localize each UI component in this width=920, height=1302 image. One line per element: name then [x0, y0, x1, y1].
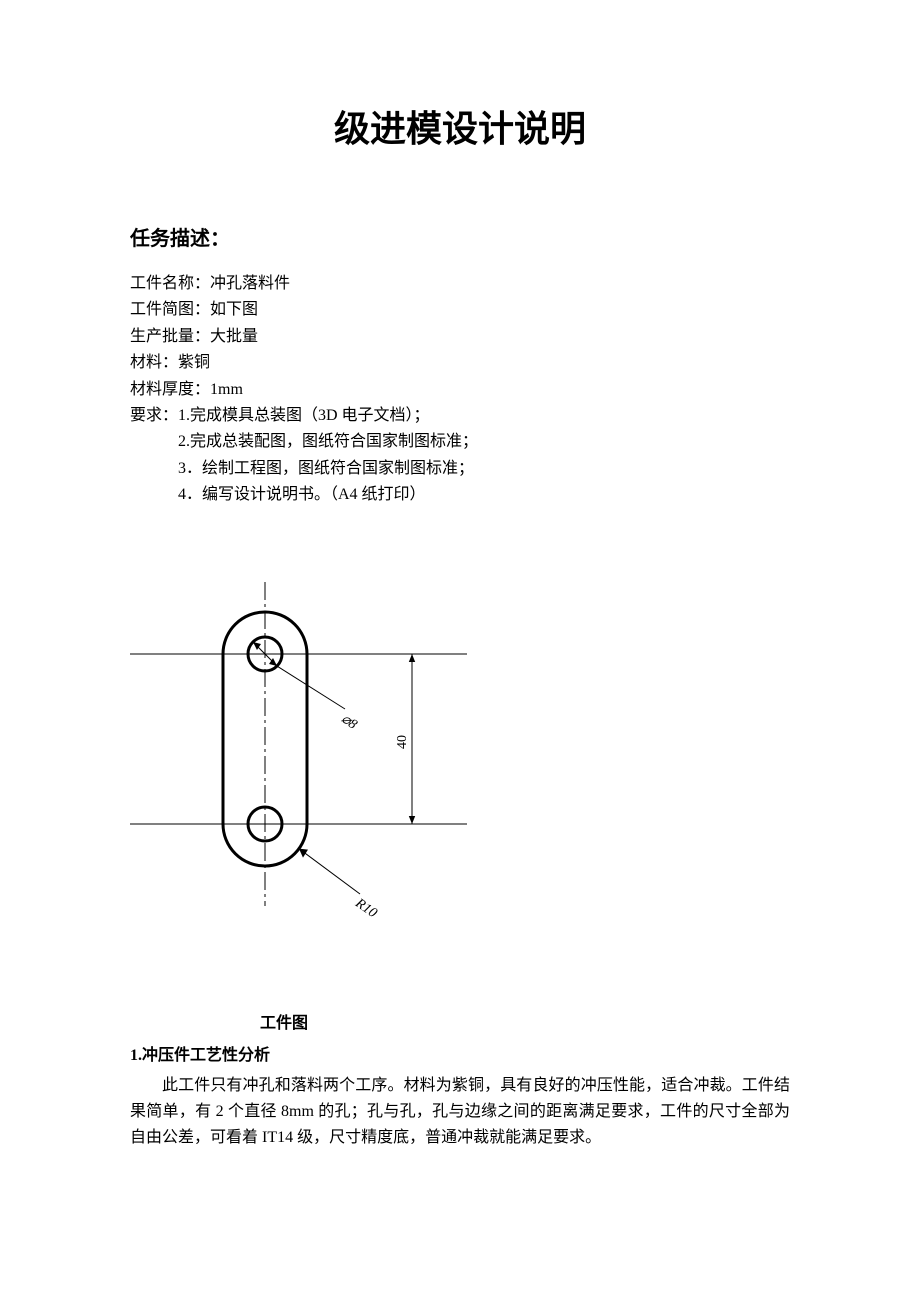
task-sketch: 工件简图：如下图 — [130, 297, 790, 323]
task-description: 工件名称：冲孔落料件 工件简图：如下图 生产批量：大批量 材料：紫铜 材料厚度：… — [130, 271, 790, 509]
part-diagram: ⌀8 R10 40 — [130, 559, 790, 979]
task-req1: 要求：1.完成模具总装图（3D 电子文档）； — [130, 403, 790, 429]
task-material: 材料：紫铜 — [130, 350, 790, 376]
task-req2: 2.完成总装配图，图纸符合国家制图标准； — [130, 429, 790, 455]
svg-text:R10: R10 — [352, 895, 380, 921]
section1-heading: 1.冲压件工艺性分析 — [130, 1041, 790, 1065]
task-req3: 3．绘制工程图，图纸符合国家制图标准； — [130, 456, 790, 482]
task-req4: 4．编写设计说明书。（A4 纸打印） — [130, 482, 790, 508]
task-name: 工件名称：冲孔落料件 — [130, 271, 790, 297]
task-batch: 生产批量：大批量 — [130, 324, 790, 350]
task-thickness: 材料厚度：1mm — [130, 377, 790, 403]
part-drawing-svg: ⌀8 R10 40 — [130, 559, 530, 979]
diagram-caption: 工件图 — [130, 1009, 790, 1033]
section1-body: 此工件只有冲孔和落料两个工序。材料为紫铜，具有良好的冲压性能，适合冲裁。工件结果… — [130, 1073, 790, 1152]
svg-text:⌀8: ⌀8 — [338, 711, 359, 732]
svg-text:40: 40 — [395, 735, 410, 749]
task-heading: 任务描述： — [130, 222, 790, 251]
document-title: 级进模设计说明 — [130, 100, 790, 152]
